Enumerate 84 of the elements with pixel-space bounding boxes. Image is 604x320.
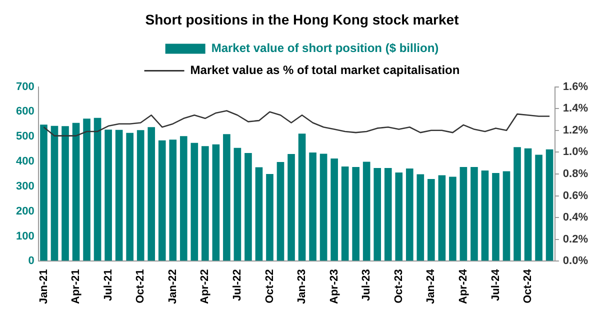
x-tick-label: Apr-24 <box>457 268 470 304</box>
y-tick-label: 400 <box>16 156 34 168</box>
bar <box>481 170 489 261</box>
bar <box>438 175 446 261</box>
bar <box>535 154 542 261</box>
legend-label: Market value of short position ($ billion) <box>211 41 439 56</box>
bar <box>362 162 370 261</box>
bar <box>546 149 554 261</box>
y-tick-label: 500 <box>16 130 34 143</box>
bar <box>212 144 220 261</box>
bar <box>416 174 424 261</box>
x-tick-label: Oct-24 <box>522 268 534 304</box>
bar <box>62 126 69 261</box>
bar <box>406 168 414 261</box>
bar <box>180 136 188 261</box>
bar <box>126 132 134 261</box>
x-tick-label: Jan-23 <box>296 269 308 304</box>
legend-label: Market value as % of total market capitalisation <box>190 63 460 78</box>
bar <box>244 153 252 261</box>
y-tick-label: 100 <box>16 230 34 242</box>
bar <box>158 140 166 261</box>
bar <box>136 130 144 261</box>
bar <box>94 118 102 261</box>
x-tick-label: Jul-22 <box>231 269 244 301</box>
x-tick-label: Jul-21 <box>102 269 114 301</box>
bar <box>234 148 242 261</box>
x-tick-label: Jan-24 <box>425 268 438 304</box>
bar <box>115 130 123 261</box>
bar <box>169 140 177 261</box>
y-tick-label: 700 <box>16 80 34 93</box>
bar <box>514 147 521 261</box>
y2-tick-label: 0.8% <box>562 168 588 180</box>
y-tick-label: 0 <box>28 255 34 268</box>
bar <box>255 167 263 261</box>
y-tick-label: 300 <box>16 180 34 192</box>
y2-tick-label: 0.2% <box>562 233 588 246</box>
x-tick-label: Oct-21 <box>134 269 147 304</box>
bar <box>384 168 392 261</box>
y2-tick-label: 0.6% <box>562 190 588 202</box>
y-tick-label: 200 <box>16 205 34 218</box>
x-tick-label: Jan-22 <box>166 269 179 304</box>
bar <box>341 166 349 261</box>
bar <box>320 154 328 261</box>
bar <box>309 152 316 261</box>
x-tick-label: Jul-24 <box>490 268 502 301</box>
bar <box>524 148 532 261</box>
bar <box>492 172 500 261</box>
bar <box>374 168 382 261</box>
y2-tick-label: 0.0% <box>562 255 588 268</box>
bar <box>460 167 468 261</box>
y2-tick-label: 1.4% <box>562 102 588 115</box>
bar <box>202 146 209 261</box>
bar <box>148 127 156 261</box>
bar <box>330 158 338 261</box>
x-tick-label: Apr-23 <box>328 269 340 304</box>
bar <box>40 124 48 261</box>
bar <box>190 142 198 261</box>
bar <box>50 126 58 261</box>
bar <box>276 162 284 261</box>
y2-tick-label: 1.2% <box>562 124 588 136</box>
chart-title: Short positions in the Hong Kong stock market <box>145 11 460 28</box>
y-tick-label: 600 <box>16 106 34 118</box>
bar <box>352 167 360 261</box>
x-tick-label: Jan-21 <box>38 269 50 304</box>
bar <box>266 174 274 261</box>
x-tick-label: Oct-22 <box>264 269 276 304</box>
y2-tick-label: 1.0% <box>562 146 588 158</box>
bar <box>449 176 456 261</box>
bar <box>223 134 230 261</box>
bar <box>288 154 295 261</box>
x-tick-label: Jul-23 <box>360 269 373 301</box>
bar <box>83 118 90 261</box>
y2-tick-label: 0.4% <box>562 212 588 224</box>
bar <box>470 167 478 261</box>
x-tick-label: Apr-21 <box>70 269 82 304</box>
bar <box>502 171 510 261</box>
bar <box>104 130 112 261</box>
bar <box>298 134 306 261</box>
bar <box>428 178 435 261</box>
bar <box>395 172 403 261</box>
y2-tick-label: 1.6% <box>562 80 588 93</box>
x-tick-label: Oct-23 <box>392 269 405 304</box>
x-tick-label: Apr-22 <box>199 269 212 304</box>
bar <box>72 122 80 261</box>
